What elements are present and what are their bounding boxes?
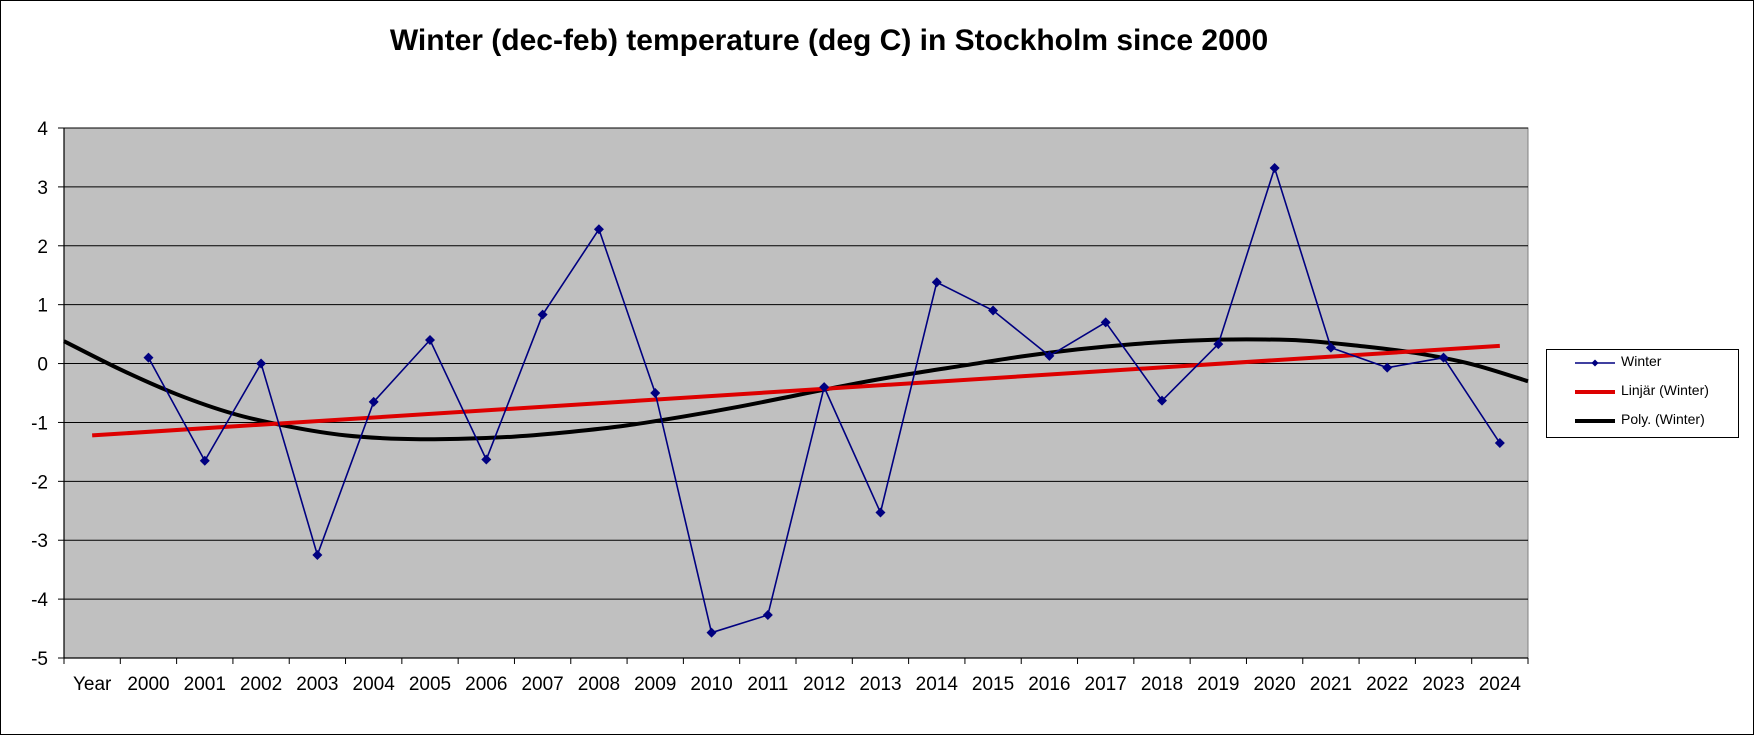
x-tick-label: 2017 (1085, 674, 1127, 695)
y-tick-label: -3 (31, 531, 48, 552)
winter-data-point (312, 549, 323, 560)
winter-data-point (875, 507, 886, 518)
legend-label-poly-trend: Poly. (Winter) (1621, 411, 1705, 427)
winter-data-point (931, 277, 942, 288)
winter-data-point (819, 382, 830, 393)
y-tick-label: 1 (37, 296, 48, 317)
x-tick-label: 2016 (1028, 674, 1070, 695)
winter-data-point (481, 454, 492, 465)
winter-data-point (1494, 438, 1505, 449)
winter-data-point (1157, 395, 1167, 406)
winter-data-point (593, 224, 604, 235)
x-tick-label: 2023 (1422, 674, 1464, 695)
legend: Winter Linjär (Winter) Poly. (Winter) (1546, 349, 1739, 438)
x-tick-label: 2008 (578, 674, 620, 695)
winter-data-point (1044, 350, 1055, 361)
y-tick-label: -2 (31, 472, 48, 493)
x-tick-label: 2004 (353, 674, 396, 695)
winter-data-point (762, 610, 773, 621)
winter-data-point (1213, 339, 1224, 350)
x-tick-label: 2006 (465, 674, 507, 695)
winter-data-point (706, 627, 717, 638)
y-tick-label: 4 (37, 119, 48, 140)
winter-data-point (368, 396, 379, 407)
x-tick-label: 2011 (747, 674, 788, 695)
plot-area (63, 127, 1529, 659)
winter-data-point (537, 309, 548, 320)
x-tick-label: 2020 (1253, 674, 1295, 695)
y-tick-label: 0 (37, 355, 48, 376)
x-tick-label: 2015 (972, 674, 1014, 695)
x-tick-label: 2005 (409, 674, 451, 695)
x-tick-label: 2003 (296, 674, 338, 695)
x-tick-label: Year (73, 674, 112, 695)
x-tick-label: 2007 (521, 674, 563, 695)
x-tick-label: 2019 (1197, 674, 1239, 695)
legend-swatch-linear-trend (1575, 390, 1615, 394)
legend-swatch-winter (1575, 359, 1615, 367)
y-tick-label: 3 (37, 178, 48, 199)
winter-data-point (1269, 163, 1280, 174)
x-tick-label: 2022 (1366, 674, 1408, 695)
x-tick-label: 2000 (127, 674, 169, 695)
x-tick-label: 2018 (1141, 674, 1183, 695)
winter-data-point (1325, 342, 1336, 353)
chart-title: Winter (dec-feb) temperature (deg C) in … (389, 24, 1269, 57)
y-tick-label: -1 (31, 413, 48, 434)
legend-item-poly-trend: Poly. (Winter) (1547, 409, 1738, 431)
x-tick-label: 2001 (184, 674, 226, 695)
y-tick-label: -5 (31, 649, 48, 670)
legend-item-winter: Winter (1547, 351, 1738, 373)
legend-label-linear-trend: Linjär (Winter) (1621, 382, 1709, 398)
x-tick-label: 2024 (1479, 674, 1522, 695)
x-tick-label: 2012 (803, 674, 845, 695)
x-tick-label: 2014 (916, 674, 959, 695)
x-tick-label: 2002 (240, 674, 282, 695)
legend-item-linear-trend: Linjär (Winter) (1547, 380, 1738, 402)
winter-data-point (988, 305, 999, 316)
winter-data-point (1438, 352, 1449, 363)
x-tick-label: 2021 (1310, 674, 1352, 695)
legend-label-winter: Winter (1621, 353, 1662, 369)
winter-data-point (650, 388, 661, 398)
legend-swatch-poly-trend (1575, 419, 1615, 423)
x-tick-label: 2013 (859, 674, 901, 695)
winter-data-point (425, 335, 435, 345)
winter-data-point (199, 455, 210, 466)
x-tick-label: 2009 (634, 674, 676, 695)
x-tick-label: 2010 (690, 674, 732, 695)
poly-trend-line (63, 337, 1529, 442)
y-tick-label: -4 (31, 590, 48, 611)
winter-data-point (1382, 362, 1393, 373)
y-tick-label: 2 (37, 237, 48, 258)
linear-trend-line (92, 343, 1500, 438)
winter-data-point (143, 352, 154, 363)
winter-data-point (1100, 317, 1111, 328)
winter-data-point (256, 358, 267, 369)
